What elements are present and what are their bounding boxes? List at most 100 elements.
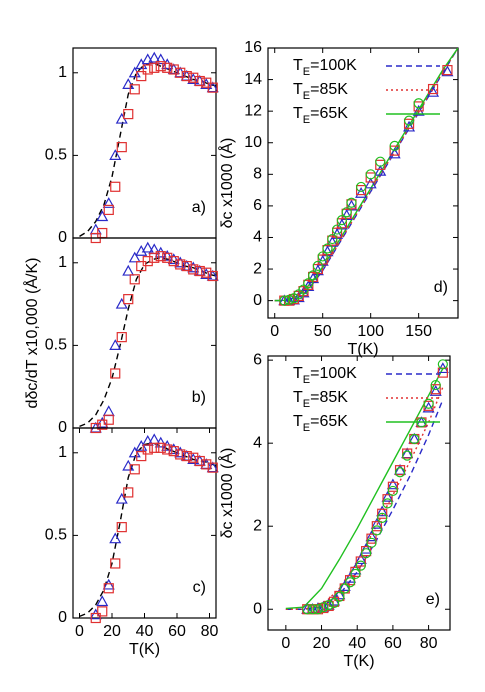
x-tick-label: 20 bbox=[103, 623, 121, 640]
square-marker bbox=[136, 450, 147, 462]
x-tick-label: 0 bbox=[270, 323, 279, 340]
legend-text-part: T bbox=[293, 81, 303, 98]
square-marker bbox=[207, 270, 218, 282]
y-tick-label: 4 bbox=[253, 229, 262, 246]
legend-label: TE=100K bbox=[293, 365, 357, 386]
square-marker bbox=[155, 442, 166, 453]
circle-marker bbox=[312, 260, 323, 271]
square-marker bbox=[437, 367, 448, 378]
square-marker bbox=[155, 251, 166, 262]
square-marker bbox=[175, 259, 186, 270]
triangle-marker bbox=[365, 530, 378, 542]
triangle-marker bbox=[370, 517, 383, 529]
square-marker bbox=[162, 62, 173, 73]
triangle-marker bbox=[388, 147, 401, 159]
square-marker bbox=[168, 64, 179, 75]
circle-marker bbox=[377, 512, 388, 524]
triangle-marker bbox=[122, 78, 135, 89]
circle-marker bbox=[382, 498, 393, 509]
triangle-marker bbox=[381, 490, 394, 502]
circle-marker bbox=[334, 591, 345, 602]
circle-marker bbox=[279, 295, 290, 306]
square-marker bbox=[129, 464, 140, 475]
circle-marker bbox=[371, 525, 382, 536]
triangle-marker bbox=[333, 588, 346, 600]
square-marker bbox=[194, 265, 205, 277]
square-marker bbox=[103, 583, 114, 594]
x-tick-label: 60 bbox=[384, 635, 402, 652]
square-marker bbox=[442, 65, 453, 76]
square-marker bbox=[382, 494, 393, 505]
triangle-marker bbox=[96, 595, 109, 607]
y-axis-label: dδc/dT x10,000 (Å/K) bbox=[22, 258, 41, 409]
square-marker bbox=[142, 64, 153, 75]
square-marker bbox=[123, 108, 134, 120]
square-marker bbox=[155, 61, 166, 72]
circle-marker bbox=[312, 604, 324, 615]
square-marker bbox=[207, 82, 218, 93]
square-marker bbox=[129, 84, 140, 95]
triangle-marker bbox=[154, 53, 167, 65]
triangle-marker bbox=[141, 241, 154, 253]
circle-marker bbox=[331, 224, 343, 235]
square-marker bbox=[207, 462, 218, 473]
y-tick-label: 1 bbox=[58, 64, 67, 81]
triangle-marker bbox=[441, 65, 454, 77]
x-tick-label: 40 bbox=[348, 635, 366, 652]
triangle-marker bbox=[96, 210, 109, 222]
legend-text-part: T bbox=[293, 365, 303, 382]
x-tick-label: 20 bbox=[313, 635, 331, 652]
triangle-marker bbox=[148, 51, 161, 63]
circle-marker bbox=[355, 560, 366, 571]
square-marker bbox=[129, 274, 140, 285]
y-tick-label: 0 bbox=[58, 609, 67, 626]
legend-text-part: =65K bbox=[310, 413, 348, 430]
legend-label: TE=65K bbox=[293, 105, 348, 126]
legend-text-part: E bbox=[303, 66, 310, 78]
triangle-marker bbox=[89, 608, 102, 620]
y-tick-label: 6 bbox=[253, 197, 262, 214]
square-marker bbox=[188, 264, 199, 275]
square-marker bbox=[168, 446, 179, 457]
y-tick-label: 0 bbox=[58, 419, 67, 436]
square-marker bbox=[194, 75, 205, 87]
series-line bbox=[79, 257, 216, 427]
triangle-marker bbox=[128, 251, 141, 263]
square-marker bbox=[355, 185, 367, 196]
triangle-marker bbox=[354, 553, 367, 565]
y-tick-label: 6 bbox=[253, 351, 262, 368]
square-marker bbox=[123, 487, 134, 498]
legend-text-part: T bbox=[293, 105, 303, 122]
triangle-marker bbox=[403, 120, 416, 132]
square-marker bbox=[110, 558, 121, 569]
legend-label: TE=65K bbox=[293, 413, 348, 434]
plot-area bbox=[79, 257, 216, 427]
square-marker bbox=[149, 62, 160, 73]
circle-marker bbox=[409, 433, 420, 445]
square-marker bbox=[97, 606, 108, 617]
y-tick-label: 0.5 bbox=[45, 527, 67, 544]
y-tick-label: 16 bbox=[244, 39, 262, 56]
square-marker bbox=[365, 172, 376, 183]
triangle-marker bbox=[128, 446, 141, 458]
series-line bbox=[285, 386, 444, 610]
circle-marker bbox=[361, 548, 372, 559]
circle-marker bbox=[308, 270, 319, 281]
square-marker bbox=[181, 70, 192, 82]
triangle-marker bbox=[109, 532, 122, 544]
square-marker bbox=[194, 455, 205, 467]
x-tick-label: 0 bbox=[75, 623, 84, 640]
circle-marker bbox=[346, 197, 357, 208]
plot-frame bbox=[267, 355, 451, 631]
triangle-marker bbox=[109, 339, 122, 350]
square-marker bbox=[430, 384, 441, 395]
triangle-marker bbox=[109, 149, 122, 160]
y-tick-label: 10 bbox=[244, 134, 262, 151]
triangle-marker bbox=[102, 405, 115, 417]
x-tick-label: 100 bbox=[357, 323, 384, 340]
legend-text-part: E bbox=[303, 374, 310, 386]
plot-frame bbox=[267, 47, 459, 319]
circle-marker bbox=[341, 207, 352, 218]
circle-marker bbox=[403, 115, 415, 126]
